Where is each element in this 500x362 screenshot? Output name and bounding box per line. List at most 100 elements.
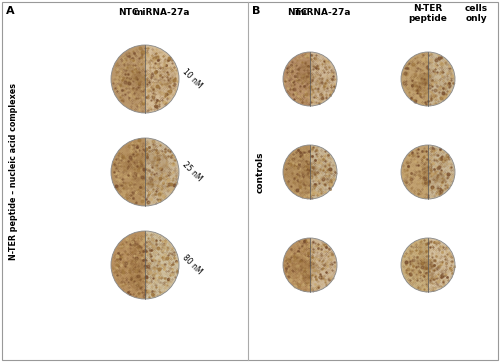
Circle shape [436, 174, 445, 183]
Circle shape [306, 76, 312, 83]
Circle shape [422, 259, 433, 270]
Circle shape [424, 264, 435, 276]
Circle shape [422, 178, 431, 186]
Circle shape [302, 72, 311, 81]
Circle shape [304, 182, 312, 190]
Wedge shape [283, 238, 310, 292]
Circle shape [439, 275, 444, 280]
Circle shape [132, 178, 144, 190]
Circle shape [302, 270, 312, 279]
Wedge shape [145, 138, 179, 206]
Circle shape [311, 248, 316, 252]
Circle shape [301, 64, 307, 70]
Circle shape [147, 180, 154, 188]
Text: NTC: NTC [118, 8, 138, 17]
Circle shape [303, 72, 314, 83]
Circle shape [320, 175, 330, 185]
Circle shape [302, 161, 312, 171]
Circle shape [295, 182, 300, 186]
Circle shape [425, 261, 432, 268]
Circle shape [307, 169, 312, 174]
Text: miRNA-27a: miRNA-27a [294, 8, 350, 17]
Circle shape [288, 267, 300, 279]
Text: N-TER
peptide: N-TER peptide [408, 4, 448, 24]
Circle shape [309, 167, 314, 171]
Circle shape [159, 68, 176, 84]
Circle shape [126, 152, 142, 169]
Circle shape [436, 265, 448, 277]
Circle shape [304, 166, 314, 176]
Circle shape [304, 61, 314, 72]
Circle shape [424, 177, 429, 182]
Circle shape [154, 155, 167, 169]
Circle shape [300, 180, 304, 185]
Circle shape [424, 272, 434, 282]
Circle shape [416, 171, 421, 175]
Circle shape [126, 70, 142, 85]
Wedge shape [111, 45, 145, 113]
Circle shape [299, 169, 309, 179]
Circle shape [306, 60, 314, 68]
Circle shape [313, 89, 318, 93]
Circle shape [132, 89, 142, 99]
Circle shape [144, 80, 150, 87]
Circle shape [152, 155, 168, 172]
Circle shape [299, 66, 312, 79]
Circle shape [422, 168, 431, 176]
Circle shape [422, 74, 434, 85]
Circle shape [298, 260, 310, 272]
Text: N-TER peptide – nucleic acid complexes: N-TER peptide – nucleic acid complexes [10, 84, 18, 261]
Circle shape [305, 246, 314, 255]
Circle shape [135, 72, 144, 82]
Circle shape [123, 182, 130, 189]
Wedge shape [111, 231, 145, 299]
Circle shape [298, 260, 305, 267]
Circle shape [424, 261, 433, 270]
Circle shape [147, 149, 160, 162]
Circle shape [296, 254, 303, 260]
Circle shape [300, 175, 310, 185]
Wedge shape [401, 238, 428, 292]
Circle shape [157, 81, 172, 96]
Circle shape [304, 275, 312, 282]
Circle shape [412, 82, 422, 92]
Text: controls: controls [256, 151, 264, 193]
Circle shape [134, 154, 147, 168]
Circle shape [291, 83, 298, 90]
Circle shape [434, 171, 444, 182]
Circle shape [440, 76, 452, 89]
Wedge shape [310, 238, 337, 292]
Circle shape [411, 73, 418, 80]
Circle shape [159, 165, 171, 177]
Circle shape [132, 165, 148, 181]
Wedge shape [283, 52, 310, 106]
Circle shape [122, 65, 133, 75]
Circle shape [151, 176, 166, 191]
Circle shape [431, 279, 436, 284]
Circle shape [302, 258, 313, 269]
Circle shape [131, 278, 141, 288]
Circle shape [296, 155, 302, 161]
Circle shape [313, 168, 318, 174]
Wedge shape [145, 231, 179, 299]
Wedge shape [111, 138, 145, 206]
Circle shape [420, 79, 431, 90]
Circle shape [144, 260, 160, 275]
Circle shape [138, 268, 148, 279]
Circle shape [424, 62, 432, 70]
Circle shape [308, 262, 315, 269]
Circle shape [148, 176, 160, 187]
Circle shape [418, 256, 424, 263]
Circle shape [437, 175, 442, 180]
Circle shape [147, 154, 156, 162]
Circle shape [134, 247, 143, 256]
Wedge shape [310, 145, 337, 199]
Circle shape [135, 71, 152, 88]
Circle shape [128, 64, 134, 71]
Circle shape [419, 171, 425, 177]
Circle shape [411, 269, 419, 277]
Circle shape [132, 82, 144, 93]
Circle shape [140, 77, 148, 86]
Text: 25 nM: 25 nM [181, 160, 204, 184]
Text: miRNA-27a: miRNA-27a [134, 8, 190, 17]
